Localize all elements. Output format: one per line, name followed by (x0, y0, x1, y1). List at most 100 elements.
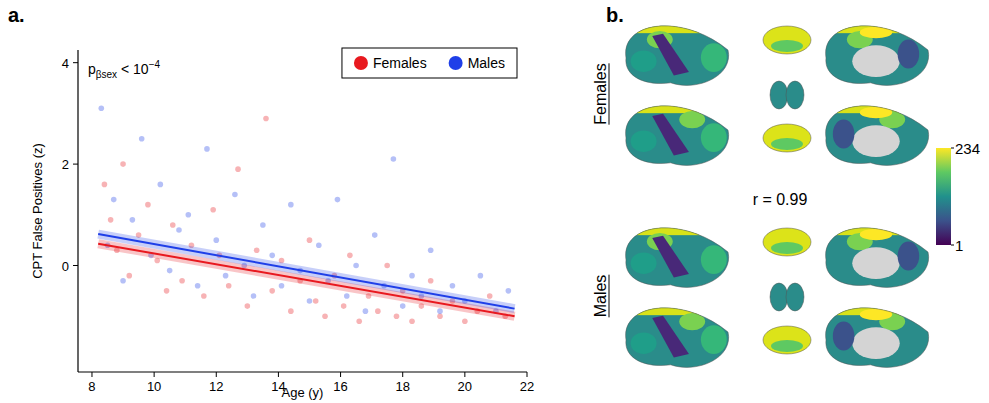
point (409, 273, 415, 279)
point (428, 247, 434, 253)
point (341, 303, 347, 309)
point (316, 242, 322, 248)
legend-label: Females (373, 55, 427, 71)
underline (609, 275, 610, 318)
region (771, 340, 803, 352)
fit-band (98, 244, 514, 317)
y-tick-label: 2 (62, 157, 69, 172)
region (617, 13, 735, 95)
x-tick-label: 10 (147, 379, 161, 394)
point (102, 182, 108, 188)
point (245, 303, 251, 309)
legend-marker (354, 56, 368, 70)
brain (817, 13, 935, 95)
brain-fill (817, 295, 935, 377)
underline (609, 63, 610, 124)
region (898, 242, 920, 271)
x-tick-label: 8 (88, 379, 95, 394)
y-tick (73, 265, 78, 266)
region (770, 283, 788, 311)
brain-fill (617, 13, 735, 95)
region (617, 93, 735, 113)
region (652, 34, 689, 76)
panel-letter: b. (606, 4, 624, 26)
point (186, 212, 192, 218)
region (833, 120, 855, 149)
point (400, 303, 406, 309)
point (437, 313, 443, 319)
region (860, 309, 892, 321)
region (770, 81, 788, 109)
region (786, 283, 804, 311)
legend-marker (449, 56, 463, 70)
region (701, 325, 727, 354)
row-label: Females (592, 63, 609, 124)
point (111, 197, 117, 203)
x-tick (154, 372, 155, 377)
point (108, 217, 114, 223)
point (478, 273, 484, 279)
brain (617, 13, 735, 95)
brain (617, 295, 735, 377)
region (817, 13, 935, 95)
brain (817, 215, 935, 297)
region (771, 40, 803, 52)
point (139, 136, 145, 142)
point (213, 237, 219, 243)
region (631, 332, 657, 354)
x-tick (91, 372, 92, 377)
point (260, 222, 266, 228)
colorbar-label: 234 (955, 140, 980, 157)
point (158, 182, 164, 188)
point (391, 156, 397, 162)
colorbar-tick (951, 245, 954, 246)
annotation-part: p (88, 61, 96, 77)
colorbar-label: 1 (955, 237, 963, 254)
brain-outline (826, 106, 929, 166)
region (786, 81, 804, 109)
point (384, 263, 390, 269)
point (462, 318, 468, 324)
point (375, 308, 381, 314)
fit-band (98, 234, 514, 309)
y-axis-title: CPT False Positives (z) (30, 143, 45, 279)
point (167, 268, 173, 274)
region (817, 93, 935, 175)
x-axis (78, 371, 527, 372)
brain-outline (826, 228, 929, 288)
region (852, 327, 900, 359)
x-tick (216, 372, 217, 377)
x-axis-title: Age (y) (282, 385, 324, 400)
region (898, 40, 920, 69)
region (817, 215, 935, 297)
brain-fill (617, 93, 735, 175)
annotation-part: < 10 (117, 61, 149, 77)
point (195, 283, 201, 289)
region (860, 27, 892, 39)
region (763, 26, 811, 54)
region (631, 50, 657, 72)
point (288, 202, 294, 208)
region (617, 295, 735, 315)
brain-fill (817, 13, 935, 95)
x-tick (340, 372, 341, 377)
y-tick (73, 62, 78, 63)
point (322, 313, 328, 319)
row-label: Males (592, 275, 609, 318)
x-tick (402, 372, 403, 377)
brain-fill (817, 93, 935, 175)
x-tick-label: 20 (458, 379, 472, 394)
brain-outline (826, 26, 929, 86)
point (120, 161, 126, 167)
point (347, 253, 353, 259)
point (344, 293, 350, 299)
legend: FemalesMales (342, 48, 517, 78)
colorbar-tick (951, 148, 954, 149)
brain (617, 215, 735, 297)
region (763, 228, 811, 256)
point (372, 232, 378, 238)
region (652, 316, 689, 358)
point (307, 298, 313, 304)
point (235, 166, 241, 172)
brain (617, 93, 735, 175)
